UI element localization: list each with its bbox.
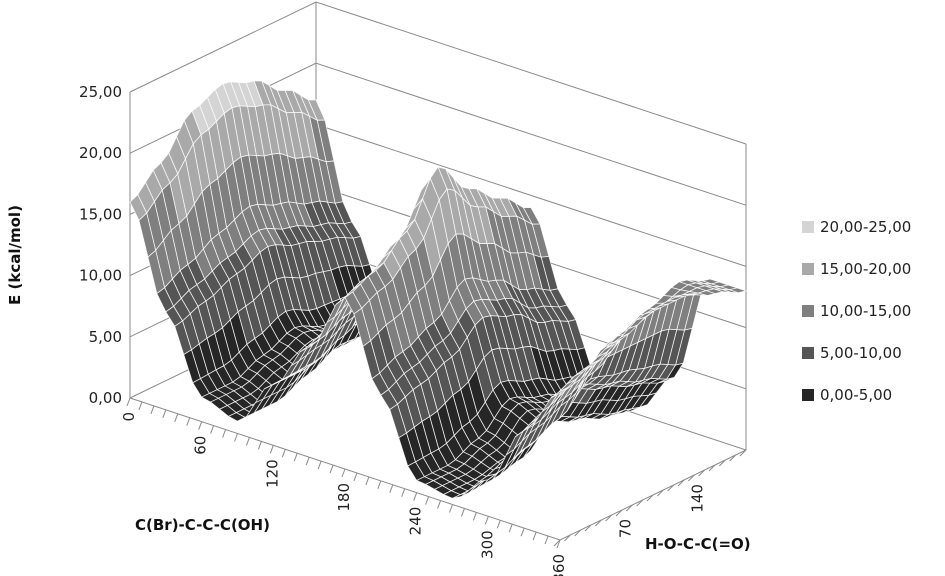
x-tick-mark	[162, 409, 167, 419]
x-tick-mark	[293, 453, 298, 462]
z-tick-label: 25,00	[79, 83, 122, 101]
surface-mesh	[129, 80, 748, 499]
z-tick-label: 20,00	[79, 144, 122, 162]
z-tick-label: 0,00	[89, 389, 122, 407]
y-tick-mark	[594, 519, 602, 527]
x-tick-mark	[508, 524, 513, 533]
y-axis-title: H-O-C-C(=O)	[645, 535, 751, 553]
x-tick-mark	[305, 456, 310, 466]
x-tick-mark	[472, 512, 477, 521]
x-tick-mark	[496, 520, 501, 529]
y-tick-mark	[553, 539, 561, 547]
y-tick-mark	[729, 454, 737, 462]
x-tick-mark	[126, 397, 131, 407]
y-tick-mark	[687, 474, 695, 482]
y-tick-mark	[677, 479, 685, 487]
x-tick-mark	[138, 401, 143, 411]
x-tick-mark	[449, 504, 453, 513]
x-tick-mark	[365, 476, 370, 486]
legend-swatch	[802, 389, 814, 401]
z-axis-title: E (kcal/mol)	[6, 205, 24, 305]
y-tick-mark	[718, 459, 726, 467]
x-tick-mark	[484, 516, 489, 525]
x-tick-mark	[413, 492, 418, 501]
x-tick-mark	[234, 433, 238, 442]
x-tick-label: 240	[407, 507, 425, 536]
z-tick-label: 5,00	[89, 328, 122, 346]
x-tick-mark	[437, 500, 442, 509]
y-tick-mark	[584, 524, 592, 532]
legend-label: 15,00-20,00	[820, 260, 911, 278]
x-tick-mark	[532, 531, 537, 541]
x-tick-mark	[353, 472, 358, 482]
x-tick-mark	[377, 480, 382, 490]
y-tick-mark	[739, 449, 747, 457]
y-tick-mark	[563, 534, 571, 542]
legend-label: 5,00-10,00	[820, 344, 902, 362]
y-tick-mark	[636, 499, 644, 507]
y-tick-mark	[615, 509, 623, 517]
x-tick-mark	[210, 425, 215, 434]
x-tick-mark	[329, 464, 334, 474]
legend: 20,00-25,00 15,00-20,00 10,00-15,00 5,00-10…	[802, 218, 911, 404]
x-axis-title: C(Br)-C-C-C(OH)	[135, 516, 270, 534]
tick-labels: 0,00 5,00 10,00 15,00 20,00 25,00 0 60 120 180 240…	[79, 83, 707, 576]
x-tick-mark	[198, 421, 203, 430]
x-tick-mark	[269, 445, 274, 454]
x-tick-mark	[460, 508, 465, 517]
x-tick-mark	[245, 437, 250, 446]
x-tick-mark	[281, 449, 286, 458]
x-tick-mark	[150, 405, 155, 415]
surface-cell	[550, 387, 568, 399]
x-tick-mark	[186, 417, 191, 426]
legend-swatch	[802, 305, 814, 317]
y-tick-label: 70	[616, 519, 634, 538]
legend-label: 20,00-25,00	[820, 218, 911, 236]
x-tick-mark	[389, 484, 394, 493]
legend-swatch	[802, 263, 814, 275]
x-tick-label: 180	[335, 483, 353, 512]
y-tick-mark	[646, 494, 654, 502]
x-tick-mark	[317, 460, 322, 470]
legend-label: 10,00-15,00	[820, 302, 911, 320]
y-tick-mark	[667, 484, 675, 492]
x-tick-mark	[556, 539, 561, 549]
legend-swatch	[802, 221, 814, 233]
z-tick-label: 15,00	[79, 205, 122, 223]
x-tick-mark	[520, 527, 525, 537]
x-tick-label: 60	[192, 436, 210, 455]
x-tick-mark	[257, 441, 262, 450]
y-tick-mark	[698, 469, 706, 477]
x-tick-mark	[425, 496, 430, 505]
y-tick-label: 140	[689, 484, 707, 513]
x-tick-label: 120	[263, 459, 281, 488]
x-tick-mark	[544, 535, 549, 545]
legend-label: 0,00-5,00	[820, 386, 892, 404]
x-tick-mark	[174, 413, 179, 422]
x-tick-mark	[401, 488, 406, 497]
legend-swatch	[802, 347, 814, 359]
x-tick-label: 0	[120, 412, 138, 422]
y-tick-mark	[656, 489, 664, 497]
y-tick-mark	[625, 504, 633, 512]
x-tick-label: 360	[550, 554, 568, 576]
y-tick-mark	[605, 514, 613, 522]
x-tick-mark	[341, 468, 346, 478]
z-tick-label: 10,00	[79, 267, 122, 285]
x-tick-mark	[222, 429, 227, 438]
y-tick-mark	[708, 464, 716, 472]
x-tick-label: 300	[478, 530, 496, 559]
y-tick-mark	[574, 529, 582, 537]
